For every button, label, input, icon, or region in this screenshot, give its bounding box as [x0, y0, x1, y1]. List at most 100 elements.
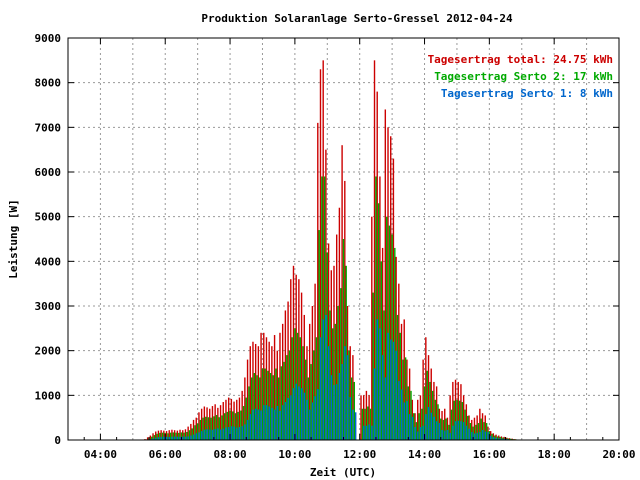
- bar: [476, 432, 478, 440]
- bar: [485, 423, 488, 440]
- bar: [346, 355, 349, 440]
- bar: [388, 225, 391, 440]
- bar: [365, 390, 368, 440]
- bar: [500, 436, 503, 440]
- bar: [257, 409, 260, 440]
- bar: [444, 430, 446, 440]
- bar: [479, 408, 481, 440]
- y-tick-label: 7000: [35, 121, 62, 134]
- legend-entry: Tagesertrag Serto 2: 17 kWh: [434, 70, 613, 83]
- bar: [309, 409, 311, 440]
- bar: [311, 402, 314, 440]
- x-tick-label: 08:00: [213, 448, 246, 461]
- bar: [311, 306, 314, 440]
- bar: [473, 417, 476, 440]
- bar: [190, 423, 192, 440]
- bar: [494, 435, 496, 440]
- bar: [182, 430, 184, 440]
- bar: [168, 430, 170, 440]
- bar: [219, 405, 222, 440]
- bar: [153, 435, 156, 440]
- bar: [336, 384, 338, 440]
- bar: [152, 438, 154, 440]
- bar: [184, 436, 187, 440]
- bar: [321, 176, 323, 440]
- bar: [338, 373, 341, 440]
- bar: [452, 425, 454, 440]
- bar: [149, 435, 152, 440]
- bar: [431, 390, 434, 440]
- bar: [429, 381, 431, 440]
- bar: [396, 314, 399, 440]
- bar: [367, 406, 369, 440]
- bar: [290, 395, 292, 440]
- bar: [458, 400, 461, 440]
- x-tick-label: 10:00: [278, 448, 311, 461]
- bar: [183, 432, 185, 440]
- bar: [160, 436, 162, 440]
- bar: [196, 423, 199, 440]
- bar: [392, 341, 395, 440]
- bar: [230, 426, 233, 440]
- bar: [465, 425, 468, 440]
- bar: [171, 429, 173, 440]
- bar: [248, 386, 250, 440]
- bar: [495, 437, 497, 440]
- bar: [277, 377, 280, 440]
- bar: [355, 412, 357, 440]
- bar: [246, 359, 249, 440]
- bar: [382, 355, 384, 440]
- bar: [302, 346, 304, 440]
- bar: [492, 437, 495, 440]
- bar: [490, 435, 492, 440]
- bar: [242, 406, 245, 440]
- bar: [487, 431, 489, 440]
- bar: [414, 427, 416, 440]
- bar: [398, 381, 400, 440]
- bar: [273, 409, 276, 440]
- x-tick-label: 04:00: [84, 448, 117, 461]
- bar: [468, 415, 470, 440]
- bar: [510, 438, 512, 440]
- bar: [256, 375, 258, 440]
- bar: [176, 436, 179, 440]
- bar: [292, 265, 295, 440]
- bar: [411, 416, 414, 440]
- bar: [426, 370, 428, 440]
- bar: [450, 409, 453, 440]
- bar: [298, 279, 300, 440]
- bar: [446, 417, 449, 440]
- bar: [331, 328, 334, 440]
- bar: [232, 411, 234, 440]
- bar: [372, 292, 374, 440]
- x-tick-label: 06:00: [149, 448, 182, 461]
- bar: [295, 274, 297, 440]
- bar: [205, 416, 207, 440]
- bar: [240, 410, 242, 440]
- bar: [330, 375, 333, 440]
- bar: [244, 424, 246, 440]
- bar: [448, 424, 450, 440]
- bar: [325, 149, 327, 440]
- y-tick-label: 6000: [35, 166, 62, 179]
- bar: [233, 426, 235, 440]
- bar: [460, 384, 462, 440]
- bar: [427, 355, 430, 440]
- bar: [304, 359, 307, 440]
- bar: [423, 386, 426, 440]
- bar: [263, 332, 265, 440]
- bar: [252, 341, 254, 440]
- bar: [223, 413, 226, 440]
- bar: [287, 398, 289, 440]
- y-axis-ticks: 0 1000 2000 3000 4000 5000 6000 7000 8000 9000: [35, 32, 619, 447]
- bar: [184, 429, 187, 440]
- bar: [418, 413, 420, 440]
- bar: [454, 379, 457, 440]
- bar: [213, 416, 215, 440]
- bar: [438, 423, 441, 440]
- bar: [496, 436, 499, 440]
- bar: [263, 405, 265, 440]
- bar: [457, 381, 459, 440]
- bar: [335, 234, 338, 440]
- bar: [226, 411, 229, 440]
